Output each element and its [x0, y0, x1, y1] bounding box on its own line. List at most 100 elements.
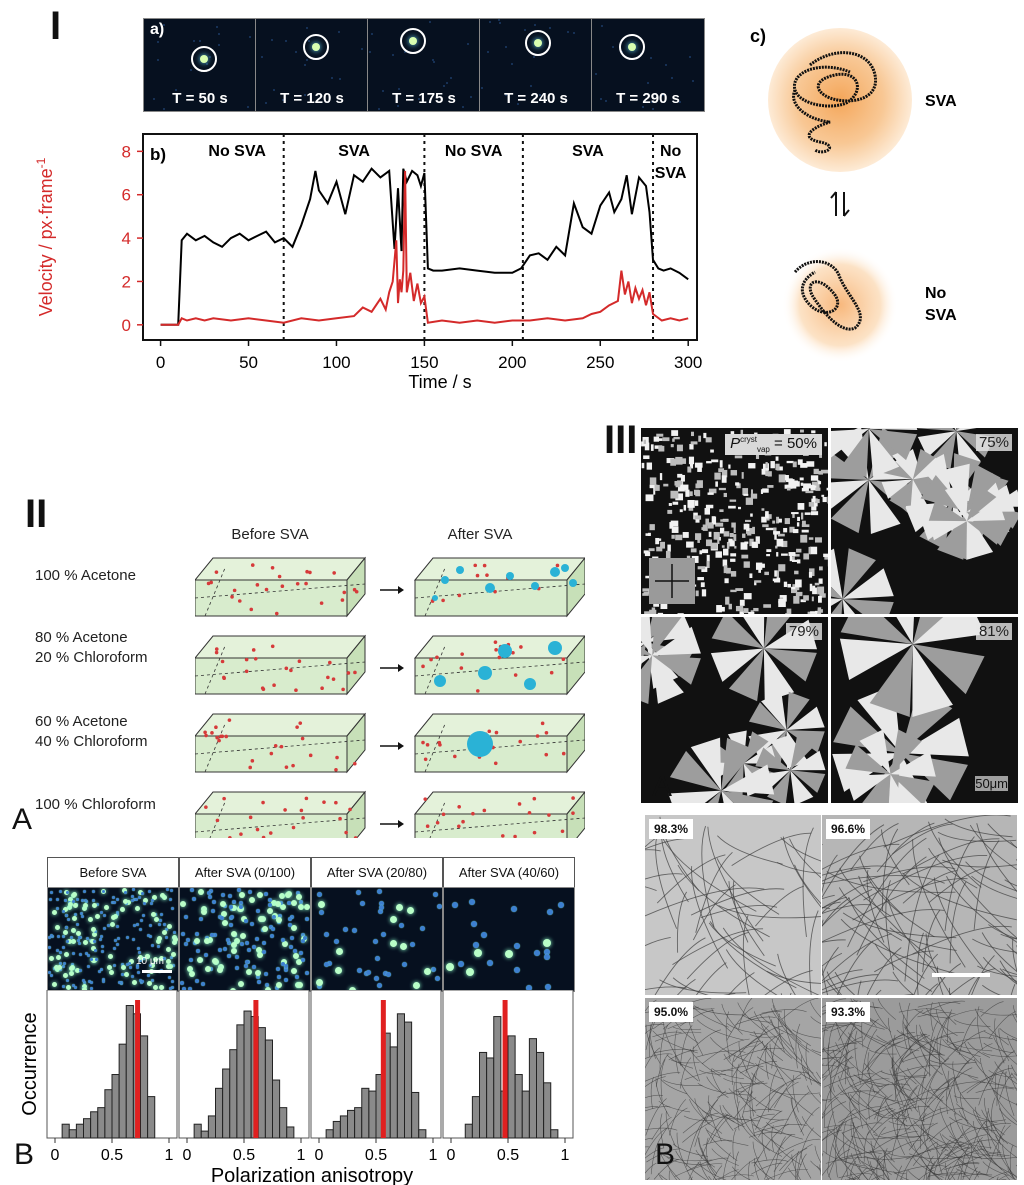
fibril [704, 1090, 727, 1124]
noise-speck [285, 40, 288, 43]
x-tick-label: 0.5 [365, 1147, 387, 1164]
crystallite [760, 489, 764, 494]
crystallite [723, 492, 727, 498]
fibril [832, 1051, 851, 1084]
sva-label: SVA [925, 93, 957, 110]
fibril [751, 1073, 756, 1117]
crystallite [748, 463, 756, 469]
fibril [661, 1107, 688, 1137]
fibril [708, 1176, 712, 1180]
noise-speck [337, 30, 340, 33]
fibril [854, 1078, 890, 1088]
histogram-bar [479, 1051, 488, 1139]
region-label: No SVA [445, 143, 503, 160]
emitter-spot [316, 983, 322, 989]
mean-marker [380, 1000, 386, 1138]
crystallite [808, 571, 813, 578]
spherulite-wedge [966, 484, 997, 522]
fibril [737, 1002, 768, 1034]
emitter-spot [55, 925, 61, 931]
fibril [822, 1029, 829, 1032]
emitter-spot [99, 967, 103, 971]
emitter-spot [212, 933, 217, 938]
crystallite [697, 466, 702, 472]
emitter-spot [136, 966, 140, 970]
crystallite [818, 481, 822, 485]
fibril [830, 1067, 854, 1079]
emitter-spot [80, 898, 84, 902]
fibril [822, 1129, 843, 1141]
polymer-dot [527, 810, 532, 815]
histogram-bar [200, 1130, 209, 1139]
fibril [823, 1073, 874, 1088]
crystallite [776, 552, 779, 557]
no-sva-label-2: SVA [925, 307, 957, 324]
fibril [755, 1084, 785, 1130]
x-tick-label: 0.5 [497, 1147, 519, 1164]
fibril [944, 1153, 981, 1159]
histogram-bar [147, 1096, 156, 1139]
fibril [735, 1016, 776, 1025]
emitter-spot [53, 964, 59, 970]
crystallite [800, 482, 804, 486]
noise-speck [152, 98, 155, 101]
fibril [902, 1014, 908, 1050]
fibril [880, 1071, 927, 1077]
crystallite [691, 555, 699, 563]
fibril [876, 1096, 887, 1122]
crystallite [791, 586, 796, 590]
crystallite [815, 487, 821, 491]
fibril [973, 1121, 987, 1145]
fibril [646, 1148, 681, 1163]
fibril [890, 1113, 910, 1161]
crystallite [821, 494, 825, 497]
crystallite [697, 577, 704, 581]
crystallite [723, 531, 730, 537]
fibril [909, 1088, 938, 1102]
solvent-line-1: 100 % Acetone [35, 567, 136, 584]
fibril [938, 1002, 957, 1025]
emitter-spot [104, 905, 110, 911]
fibril [822, 1047, 858, 1078]
emitter-spot [359, 901, 365, 907]
histogram: 0 0.5 1 [442, 990, 574, 1164]
fibril [853, 1122, 863, 1159]
noise-speck [651, 100, 654, 103]
spherulite-wedge [956, 428, 977, 432]
fibril [904, 854, 940, 982]
crystallite [724, 578, 729, 584]
fibril [874, 943, 933, 992]
fibril [861, 1029, 878, 1079]
noise-speck [264, 102, 267, 105]
crystallite [749, 573, 753, 579]
crystallite [815, 610, 818, 614]
crystallite [766, 554, 771, 557]
noise-speck [532, 56, 535, 59]
fibril [892, 823, 953, 855]
crystallite [670, 444, 674, 448]
fibril [735, 1063, 740, 1104]
fibril [937, 966, 944, 995]
polymer-dot [517, 802, 522, 806]
emitter-spot [110, 914, 116, 920]
spherulite-wedge [763, 648, 817, 682]
crystallinity-value: = 50% [769, 435, 817, 452]
aggregate-dot [441, 576, 449, 584]
spherulite-wedge [652, 655, 684, 704]
crystallite [819, 566, 823, 571]
polymer-dot [425, 824, 430, 828]
spherulite-wedge [743, 617, 765, 649]
emitter-spot [137, 955, 143, 961]
crystallite [653, 486, 656, 495]
emitter-spot [135, 923, 139, 926]
crystallite [745, 497, 753, 505]
noise-speck [612, 46, 615, 49]
emitter-spot [64, 913, 68, 917]
crystallite [717, 536, 720, 544]
fibril [905, 1010, 924, 1029]
emitter-spot [390, 940, 398, 948]
emitter-spot [98, 969, 102, 973]
noise-speck [190, 68, 193, 71]
emitter-spot [138, 896, 142, 900]
fibril [877, 998, 897, 1020]
